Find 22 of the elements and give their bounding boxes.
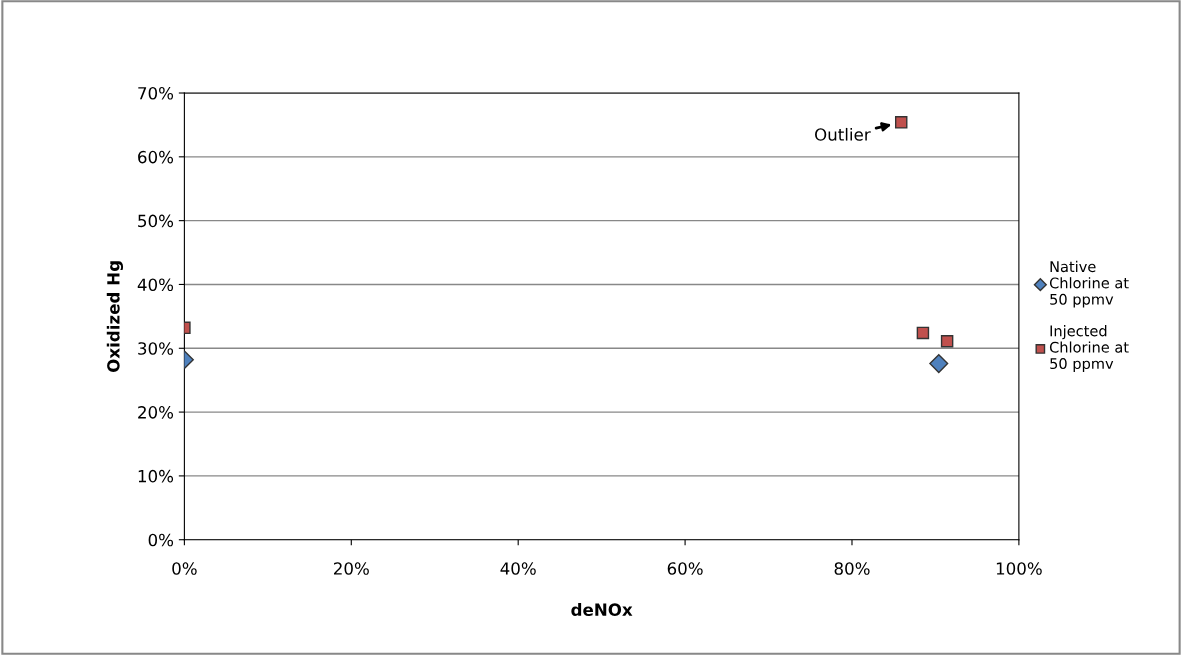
y-tick-label: 30%: [138, 342, 174, 355]
y-tick-label: 70%: [138, 86, 174, 100]
x-axis-title: deNOx: [571, 603, 633, 616]
y-tick-label: 60%: [138, 150, 174, 164]
point: [940, 335, 954, 348]
y-tick-label: 0%: [148, 533, 174, 547]
x-tick-label: 80%: [834, 562, 870, 575]
y-tick-label: 10%: [138, 469, 174, 483]
x-tick-label: 60%: [667, 562, 703, 575]
y-tick-label: 20%: [138, 406, 174, 419]
legend-label: Injected Chlorine at 50 ppmv: [1049, 325, 1129, 372]
y-tick-label: 50%: [138, 214, 174, 228]
x-tick-label: 20%: [333, 562, 369, 575]
legend-label: Native Chlorine at 50 ppmv: [1049, 260, 1129, 308]
x-tick-label: 40%: [500, 562, 536, 575]
point: [894, 116, 908, 129]
y-axis-title: Oxidized Hg: [106, 261, 124, 372]
point: [916, 326, 930, 340]
x-tick-label: 0%: [172, 562, 197, 575]
annotation: Outlier: [815, 127, 871, 141]
y-tick-label: 40%: [137, 278, 174, 292]
x-tick-label: 100%: [996, 562, 1042, 575]
